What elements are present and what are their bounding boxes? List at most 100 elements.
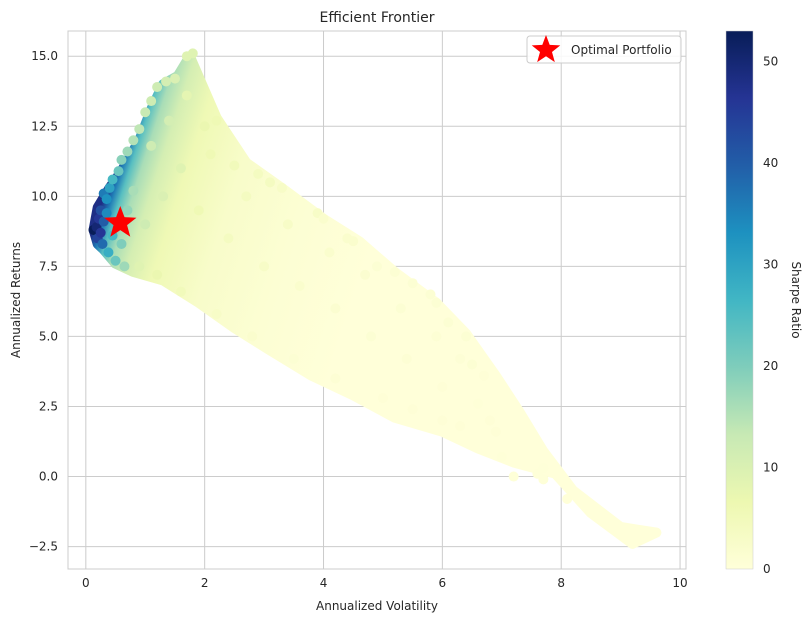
portfolio-point <box>152 269 163 280</box>
portfolio-point <box>478 370 489 381</box>
portfolio-point <box>461 331 472 342</box>
portfolio-point <box>175 163 186 174</box>
portfolio-point <box>146 140 157 151</box>
portfolio-point <box>318 213 329 224</box>
x-tick-label: 0 <box>82 576 90 590</box>
colorbar-tick-label: 40 <box>763 156 778 170</box>
portfolio-point <box>407 404 418 415</box>
portfolio-point <box>247 331 258 342</box>
portfolio-point <box>164 115 175 126</box>
scatter-points <box>88 48 662 549</box>
portfolio-point <box>223 233 234 244</box>
portfolio-point <box>484 415 495 426</box>
portfolio-point <box>431 297 442 308</box>
y-tick-label: 15.0 <box>31 49 58 63</box>
portfolio-point <box>538 474 549 485</box>
portfolio-point <box>161 76 172 87</box>
y-tick-label: −2.5 <box>29 540 58 554</box>
x-tick-label: 2 <box>201 576 209 590</box>
x-tick-label: 6 <box>439 576 447 590</box>
portfolio-point <box>294 280 305 291</box>
x-tick-label: 8 <box>557 576 565 590</box>
portfolio-point <box>627 538 638 549</box>
portfolio-point <box>330 303 341 314</box>
portfolio-point <box>496 451 507 462</box>
portfolio-point <box>116 154 127 165</box>
portfolio-point <box>97 238 108 249</box>
plot-frame <box>67 30 687 570</box>
portfolio-point <box>107 174 118 185</box>
portfolio-point <box>490 426 501 437</box>
optimal-portfolio-star <box>104 205 137 237</box>
chart-title: Efficient Frontier <box>319 10 434 26</box>
portfolio-point <box>366 331 377 342</box>
y-tick-label: 12.5 <box>31 119 58 133</box>
portfolio-point <box>103 247 114 258</box>
portfolio-point <box>104 182 115 193</box>
legend-star-icon <box>531 35 561 63</box>
portfolio-point <box>181 90 192 101</box>
colorbar <box>725 30 754 570</box>
legend-box <box>526 35 682 64</box>
x-axis-label: Annualized Volatility <box>316 599 438 613</box>
y-tick-label: 7.5 <box>39 259 58 273</box>
portfolio-point <box>282 219 293 230</box>
portfolio-point <box>128 185 139 196</box>
legend-label-optimal-portfolio: Optimal Portfolio <box>571 43 672 57</box>
y-axis-ticks: −2.5 0.0 2.5 5.0 7.5 10.0 12.5 15.0 <box>29 49 58 553</box>
y-axis-label: Annualized Returns <box>9 242 23 358</box>
x-tick-label: 4 <box>320 576 328 590</box>
portfolio-point <box>467 359 478 370</box>
colorbar-tick-label: 30 <box>763 257 778 271</box>
portfolio-point <box>401 353 412 364</box>
portfolio-point <box>134 124 145 135</box>
portfolio-point <box>348 236 359 247</box>
colorbar-tick-label: 50 <box>763 54 778 68</box>
portfolio-point <box>324 247 335 258</box>
portfolio-point <box>101 208 112 219</box>
portfolio-point <box>455 353 466 364</box>
portfolio-point <box>455 421 466 432</box>
colorbar-tick-label: 20 <box>763 359 778 373</box>
portfolio-point <box>562 493 573 504</box>
portfolio-point <box>146 96 157 107</box>
portfolio-point <box>651 527 662 538</box>
portfolio-point <box>372 261 382 272</box>
portfolio-point <box>443 317 454 328</box>
portfolio-point <box>134 261 145 272</box>
portfolio-point <box>116 238 127 249</box>
portfolio-point <box>211 309 222 320</box>
x-axis-ticks: 0 2 4 6 8 10 <box>82 576 688 590</box>
portfolio-point <box>211 115 222 126</box>
portfolio-point <box>389 266 400 277</box>
portfolio-point <box>175 286 186 297</box>
portfolio-point <box>140 219 151 230</box>
portfolio-point <box>276 182 287 193</box>
portfolio-point <box>95 227 106 238</box>
colorbar-tick-label: 0 <box>763 562 771 576</box>
portfolio-point <box>140 107 151 118</box>
portfolio-point <box>253 168 264 179</box>
portfolio-point <box>377 393 388 404</box>
portfolio-point <box>395 303 406 314</box>
portfolio-point <box>110 255 121 266</box>
portfolio-point <box>169 73 180 84</box>
legend: Optimal Portfolio <box>526 35 682 64</box>
portfolio-point <box>193 205 204 216</box>
portfolio-point <box>431 331 442 342</box>
portfolio-point <box>158 191 169 202</box>
portfolio-point <box>187 48 198 59</box>
x-tick-label: 10 <box>672 576 687 590</box>
y-tick-label: 2.5 <box>39 399 58 413</box>
optimal-portfolio-marker <box>104 205 137 237</box>
portfolio-point <box>508 471 519 482</box>
portfolio-point <box>199 121 210 132</box>
portfolio-point <box>241 191 252 202</box>
colorbar-ticks: 0 10 20 30 40 50 <box>763 54 778 576</box>
portfolio-point <box>538 463 549 474</box>
portfolio-point <box>152 82 163 93</box>
colorbar-label: Sharpe Ratio <box>789 261 803 338</box>
portfolio-point <box>259 261 270 272</box>
portfolio-point <box>229 160 240 171</box>
